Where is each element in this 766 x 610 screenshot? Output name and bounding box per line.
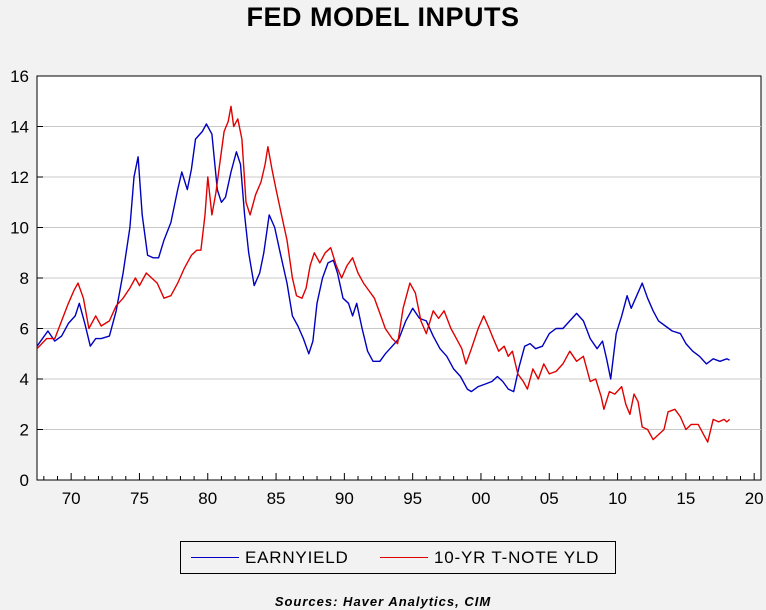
y-tick-label: 0: [20, 471, 29, 490]
series-layer: [36, 105, 731, 443]
y-axis: 0 2 4 6 8 10 12 14 16: [10, 67, 43, 490]
y-tick-label: 2: [20, 421, 29, 440]
legend-swatch-tnote: [380, 557, 428, 558]
legend-label-earnyield: EARNYIELD: [245, 547, 349, 567]
x-tick-label: 00: [472, 489, 491, 508]
series-line-tnote-yield: [36, 105, 731, 443]
legend-swatch-earnyield: [191, 557, 239, 558]
source-note: Sources: Haver Analytics, CIM: [274, 594, 492, 609]
legend: EARNYIELD 10-YR T-NOTE YLD: [180, 541, 616, 574]
x-tick-label: 20: [745, 489, 764, 508]
x-tick-label: 95: [403, 489, 422, 508]
y-tick-label: 16: [10, 67, 29, 86]
y-tick-label: 8: [20, 269, 29, 288]
x-tick-label: 10: [608, 489, 627, 508]
x-tick-label: 85: [267, 489, 286, 508]
x-tick-label: 70: [62, 489, 81, 508]
legend-item-tnote: 10-YR T-NOTE YLD: [380, 542, 599, 573]
x-tick-label: 90: [335, 489, 354, 508]
x-tick-label: 05: [540, 489, 559, 508]
gridlines: [37, 126, 761, 430]
y-tick-label: 10: [10, 219, 29, 238]
chart-title: FED MODEL INPUTS: [246, 2, 520, 32]
y-tick-label: 12: [10, 168, 29, 187]
y-tick-label: 6: [20, 320, 29, 339]
legend-item-earnyield: EARNYIELD: [191, 542, 349, 573]
legend-label-tnote: 10-YR T-NOTE YLD: [434, 547, 600, 567]
x-tick-label: 15: [676, 489, 695, 508]
y-tick-label: 4: [20, 370, 29, 389]
x-tick-label: 80: [198, 489, 217, 508]
y-tick-label: 14: [10, 118, 29, 137]
x-tick-label: 75: [130, 489, 149, 508]
x-axis: 70 75 80 85 90 95 00 05 10 15 20: [43, 473, 764, 508]
series-line-earnyield: [36, 123, 730, 393]
